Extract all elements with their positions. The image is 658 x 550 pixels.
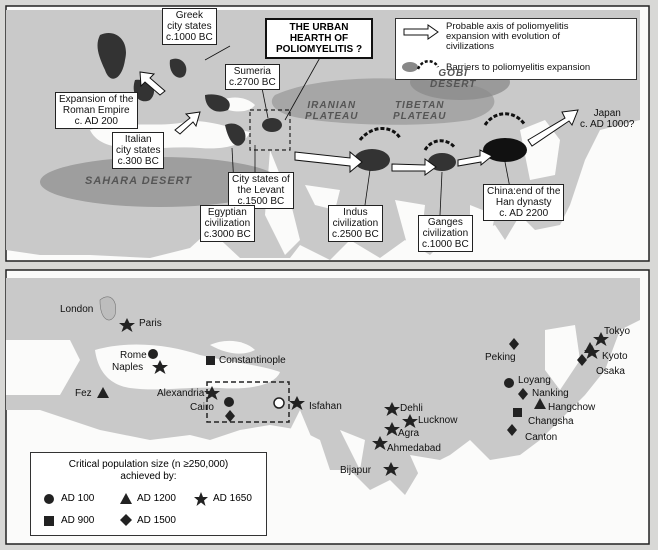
- osaka-diamond: [577, 354, 587, 366]
- city-naples: Naples: [112, 362, 144, 373]
- city-london: London: [60, 304, 94, 315]
- sumeria-label: Sumeria c.2700 BC: [225, 64, 280, 90]
- sahara-desert-label: SAHARA DESERT: [85, 175, 193, 187]
- city-agra: Agra: [398, 428, 420, 439]
- city-lucknow: Lucknow: [418, 415, 458, 426]
- tibetan-plateau-label: TIBETAN PLATEAU: [393, 100, 447, 122]
- city-ahmedabad: Ahmedabad: [387, 443, 441, 454]
- city-kyoto: Kyoto: [602, 351, 628, 362]
- barrier-arrow-icon: [402, 60, 440, 72]
- alexandria-star: [204, 386, 220, 400]
- ganges-civilization-label: Ganges civilization c.1000 BC: [418, 215, 473, 252]
- fez-triangle: [97, 387, 109, 398]
- city-hangchow: Hangchow: [548, 402, 596, 413]
- paris-star: [119, 318, 135, 332]
- legend-ad1200: AD 1200: [137, 493, 176, 504]
- city-canton: Canton: [525, 432, 558, 443]
- city-loyang: Loyang: [518, 375, 551, 386]
- city-cairo: Cairo: [190, 402, 214, 413]
- greek-city-states-label: Greek city states c.1000 BC: [162, 8, 217, 45]
- legend-barrier-label: Barriers to poliomyelitis expansion: [446, 62, 591, 73]
- legend-ad1650: AD 1650: [213, 493, 252, 504]
- indus-civilization-label: Indus civilization c.2500 BC: [328, 205, 383, 242]
- triangle-icon: [120, 493, 132, 504]
- city-osaka: Osaka: [596, 366, 625, 377]
- city-alexandria: Alexandria: [157, 388, 205, 399]
- city-rome: Rome: [120, 350, 147, 361]
- dehli-star: [384, 402, 400, 416]
- legend-ad900: AD 900: [61, 515, 95, 526]
- loyang-circle: [504, 378, 514, 388]
- cairo-circle: [224, 397, 234, 407]
- rome-circle: [148, 349, 158, 359]
- axis-arrow-icon: [403, 24, 439, 40]
- legend-axis-label: Probable axis of poliomyelitis expansion…: [446, 21, 569, 52]
- cairo-diamond: [225, 410, 235, 422]
- diamond-icon: [120, 514, 132, 526]
- iranian-plateau-label: IRANIAN PLATEAU: [305, 100, 359, 122]
- naples-star: [152, 360, 168, 374]
- top-legend: Probable axis of poliomyelitis expansion…: [395, 18, 637, 80]
- gobi-desert-label: GOBI DESERT: [430, 68, 477, 90]
- city-nanking: Nanking: [532, 388, 569, 399]
- city-tokyo: Tokyo: [604, 326, 631, 337]
- city-isfahan: Isfahan: [309, 401, 342, 412]
- hearth-circle: [273, 397, 285, 409]
- china-label: China:end of the Han dynasty c. AD 2200: [483, 184, 565, 221]
- city-peking: Peking: [485, 352, 516, 363]
- isfahan-star: [289, 396, 305, 410]
- city-changsha: Changsha: [528, 416, 574, 427]
- tokyo-star: [593, 332, 609, 346]
- city-fez: Fez: [75, 388, 92, 399]
- bottom-landmass: [6, 278, 640, 495]
- hangchow-triangle: [534, 398, 546, 409]
- canton-diamond: [507, 424, 517, 436]
- changsha-square: [513, 408, 522, 417]
- italian-city-states-label: Italian city states c.300 BC: [112, 132, 165, 169]
- roman-empire-label: Expansion of the Roman Empire c. AD 200: [55, 92, 138, 129]
- urban-hearth-title: THE URBAN HEARTH OF POLIOMYELITIS ?: [265, 18, 373, 59]
- star-icon: [194, 492, 208, 506]
- legend-heading: Critical population size (n ≥250,000) ac…: [68, 459, 229, 482]
- city-bijapur: Bijapur: [340, 465, 372, 476]
- legend-ad1500: AD 1500: [137, 515, 176, 526]
- city-dehli: Dehli: [400, 403, 423, 414]
- city-paris: Paris: [139, 318, 162, 329]
- japan-triangle: [584, 342, 596, 353]
- levant-label: City states of the Levant c.1500 BC: [228, 172, 294, 209]
- constantinople-square: [206, 356, 215, 365]
- bijapur-star: [383, 462, 399, 476]
- circle-icon: [44, 494, 54, 504]
- lucknow-star: [402, 414, 418, 428]
- ahmedabad-star: [372, 436, 388, 450]
- agra-star: [384, 422, 400, 436]
- population-legend: Critical population size (n ≥250,000) ac…: [30, 452, 267, 536]
- egyptian-civilization-label: Egyptian civilization c.3000 BC: [200, 205, 255, 242]
- japan-label: Japan c. AD 1000?: [580, 108, 635, 130]
- square-icon: [44, 516, 54, 526]
- peking-diamond: [509, 338, 519, 350]
- nanking-diamond: [518, 388, 528, 400]
- legend-ad100: AD 100: [61, 493, 95, 504]
- city-constantinople: Constantinople: [219, 355, 286, 366]
